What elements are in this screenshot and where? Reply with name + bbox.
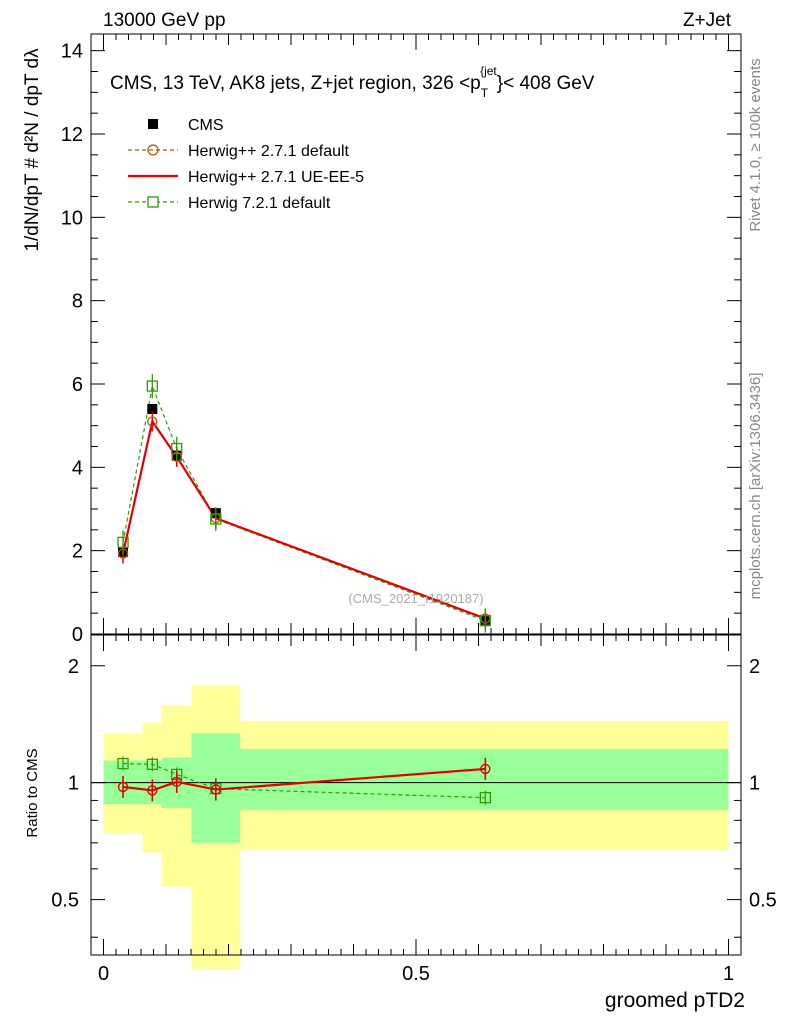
plot-title-main: CMS, 13 TeV, AK8 jets, Z+jet region, 326… [110,73,481,94]
ratio-herwig7-point [117,757,129,770]
ratio-y-axis-title: Ratio to CMS [24,748,41,837]
herwig7-point [210,513,222,525]
ratio-herwigpp-point [210,784,222,795]
cms-point [147,404,158,414]
ratio-herwigpp-point [117,781,129,793]
ratio-xtick-label: 0 [98,963,109,985]
analysis-watermark: (CMS_2021_I1920187) [348,591,483,606]
legend-label-herwigpp-ueee5: Herwig++ 2.7.1 UE-EE-5 [188,169,364,186]
legend-marker-herwig7 [147,196,159,208]
ratio-ytick-label-right: 2 [749,656,760,678]
beam-title: 13000 GeV pp [103,10,226,31]
main-series-group [117,374,491,633]
herwig7-line [122,383,486,622]
mcplots-side-label: mcplots.cern.ch [arXiv:1306.3436] [747,373,764,600]
plot-title-sup: {jet [480,64,497,78]
legend-marker-herwigpp-default [147,144,159,156]
main-ytick-label: 8 [72,291,83,313]
ratio-ytick-label-left: 2 [68,656,79,678]
herwigpp-default-point [147,416,158,427]
main-y-axis-title: 1/dN/dpT # d²N / dpT dλ [22,48,43,252]
ratio-herwigpp-point [480,763,491,775]
legend-marker-cms [148,119,158,129]
main-ytick-label: 2 [72,541,83,563]
main-ytick-label: 12 [61,124,83,146]
ratio-ytick-label-right: 1 [749,773,760,795]
rivet-side-label: Rivet 4.1.0, ≥ 100k events [747,58,764,231]
main-ytick-label: 6 [72,374,83,396]
ratio-ytick-label-left: 1 [68,773,79,795]
main-ytick-label: 0 [72,624,83,646]
process-title: Z+Jet [683,10,732,31]
x-axis-title: groomed pTD2 [605,989,745,1012]
main-ytick-label: 4 [72,457,83,479]
plot-title-sub: T [481,86,489,100]
axis-ticks [91,34,741,955]
rivet-side-label-text: Rivet 4.1.0, ≥ 100k events [747,58,764,231]
legend-label-herwigpp-default: Herwig++ 2.7.1 default [188,143,350,160]
plot-title-end: }< 408 GeV [497,73,595,94]
main-ytick-label: 14 [61,41,83,63]
legend-label-cms: CMS [188,117,224,134]
herwig7-point [171,442,183,455]
herwig7-point [117,536,129,548]
ratio-herwigpp-point [147,785,158,796]
mcplots-side-label-text: mcplots.cern.ch [arXiv:1306.3436] [747,373,764,600]
legend: CMS Herwig++ 2.7.1 default Herwig++ 2.7.… [128,117,364,212]
ratio-y-axis-title-text: Ratio to CMS [24,748,41,837]
ratio-herwig7-point [479,792,491,804]
legend-label-herwig7: Herwig 7.2.1 default [188,195,331,212]
herwig7-point [146,380,158,392]
ratio-xtick-label: 1 [723,963,734,985]
ratio-ytick-label-right: 0.5 [749,890,777,912]
plot-title: CMS, 13 TeV, AK8 jets, Z+jet region, 326… [110,64,595,100]
herwig7-point [479,615,491,627]
ratio-xtick-label: 0.5 [402,963,430,985]
band-inner-4 [240,749,729,811]
main-ytick-label: 10 [61,207,83,229]
ratio-herwigpp-point [171,776,182,788]
ratio-uncertainty-bands [103,685,729,970]
main-y-axis-title-text: 1/dN/dpT # d²N / dpT dλ [22,48,43,252]
ratio-herwig7-point [146,758,158,770]
ratio-ytick-label-left: 0.5 [51,890,79,912]
ratio-series-group [117,756,491,805]
